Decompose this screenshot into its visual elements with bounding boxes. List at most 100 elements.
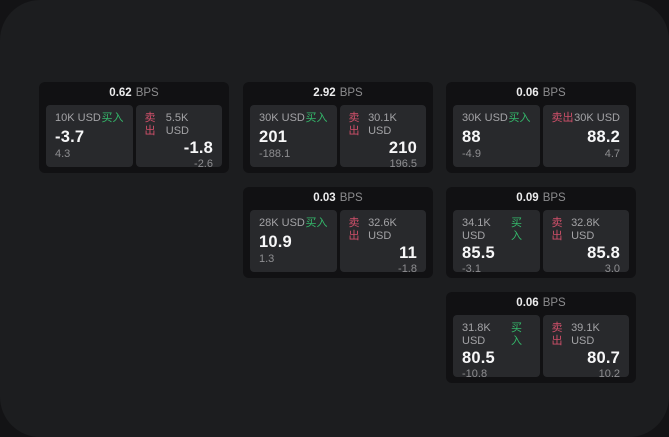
buy-action-label: 买入 <box>508 112 531 124</box>
buy-tile-top: 31.8K USD 买入 <box>462 322 531 348</box>
sell-tile[interactable]: 卖出 30.1K USD 210 196.5 <box>339 105 426 170</box>
spread-header: 0.09 BPS <box>446 187 636 210</box>
sell-tile[interactable]: 卖出 30K USD 88.2 4.7 <box>542 105 629 167</box>
sell-tile[interactable]: 卖出 5.5K USD -1.8 -2.6 <box>135 105 222 170</box>
sell-price: 88.2 <box>587 127 620 146</box>
buy-size-label: 10K USD <box>55 112 101 124</box>
buy-action-label: 买入 <box>101 112 124 124</box>
sell-size-label: 5.5K USD <box>165 112 189 137</box>
sell-price: 210 <box>388 139 417 157</box>
sell-delta: -1.8 <box>398 263 417 275</box>
bps-unit-label: BPS <box>339 87 363 99</box>
bps-unit-label: BPS <box>542 297 566 309</box>
buy-tile-top: 10K USD 买入 <box>55 112 124 125</box>
sell-tile-top: 卖出 5.5K USD <box>145 112 214 138</box>
sell-size-label: 30.1K USD <box>368 112 397 137</box>
quote-body: 28K USD 买入 10.9 1.3 卖出 32.6K USD 11 -1.8 <box>243 210 433 278</box>
buy-delta: -4.9 <box>462 148 481 160</box>
buy-delta: 1.3 <box>259 253 275 265</box>
bps-unit-label: BPS <box>542 192 566 204</box>
quote-card: 0.62 BPS 10K USD 买入 -3.7 4.3 卖出 5.5K USD… <box>39 82 229 173</box>
bps-unit-label: BPS <box>135 87 159 99</box>
buy-delta: -10.8 <box>462 368 488 380</box>
sell-action-label: 卖出 <box>551 217 563 242</box>
sell-price: 11 <box>399 244 417 262</box>
buy-size-label: 34.1K USD <box>462 217 491 242</box>
buy-tile-top: 30K USD 买入 <box>462 112 531 125</box>
sell-size-label: 32.8K USD <box>571 217 600 242</box>
sell-tile[interactable]: 卖出 39.1K USD 80.7 10.2 <box>542 315 629 380</box>
sell-tile-top: 卖出 30.1K USD <box>349 112 418 138</box>
sell-tile-top: 卖出 32.6K USD <box>349 217 418 243</box>
buy-action-label: 买入 <box>510 217 522 242</box>
sell-delta: 4.7 <box>604 148 620 160</box>
spread-header: 0.06 BPS <box>446 292 636 315</box>
sell-action-label: 卖出 <box>551 322 563 347</box>
buy-action-label: 买入 <box>305 217 328 229</box>
buy-size-label: 30K USD <box>259 112 305 124</box>
sell-price: 85.8 <box>587 244 620 262</box>
buy-size-label: 30K USD <box>462 112 508 124</box>
buy-size-label: 31.8K USD <box>462 322 491 347</box>
sell-action-label: 卖出 <box>551 112 574 124</box>
spread-value: 2.92 <box>313 87 336 99</box>
buy-delta: -188.1 <box>259 148 291 160</box>
buy-tile[interactable]: 10K USD 买入 -3.7 4.3 <box>46 105 133 167</box>
spread-value: 0.06 <box>516 297 539 309</box>
buy-price: 10.9 <box>259 232 292 251</box>
buy-price: 88 <box>462 127 481 146</box>
quote-card: 2.92 BPS 30K USD 买入 201 -188.1 卖出 30.1K … <box>243 82 433 173</box>
sell-size-label: 39.1K USD <box>571 322 600 347</box>
buy-price: 85.5 <box>462 244 495 262</box>
buy-tile[interactable]: 30K USD 买入 88 -4.9 <box>453 105 540 167</box>
sell-tile[interactable]: 卖出 32.8K USD 85.8 3.0 <box>542 210 629 275</box>
bps-unit-label: BPS <box>542 87 566 99</box>
sell-tile-top: 卖出 32.8K USD <box>552 217 621 243</box>
buy-price: 80.5 <box>462 349 495 367</box>
spread-value: 0.03 <box>313 192 336 204</box>
buy-tile[interactable]: 28K USD 买入 10.9 1.3 <box>250 210 337 272</box>
spread-header: 0.03 BPS <box>243 187 433 210</box>
spread-value: 0.62 <box>109 87 132 99</box>
quote-body: 34.1K USD 买入 85.5 -3.1 卖出 32.8K USD 85.8… <box>446 210 636 278</box>
buy-tile-top: 34.1K USD 买入 <box>462 217 531 243</box>
quote-body: 10K USD 买入 -3.7 4.3 卖出 5.5K USD -1.8 -2.… <box>39 105 229 173</box>
buy-tile[interactable]: 31.8K USD 买入 80.5 -10.8 <box>453 315 540 380</box>
quote-body: 30K USD 买入 201 -188.1 卖出 30.1K USD 210 1… <box>243 105 433 173</box>
quote-card: 0.03 BPS 28K USD 买入 10.9 1.3 卖出 32.6K US… <box>243 187 433 278</box>
sell-delta: -2.6 <box>194 158 213 170</box>
spread-header: 0.62 BPS <box>39 82 229 105</box>
quote-card: 0.06 BPS 30K USD 买入 88 -4.9 卖出 30K USD 8… <box>446 82 636 173</box>
sell-tile[interactable]: 卖出 32.6K USD 11 -1.8 <box>339 210 426 275</box>
buy-delta: 4.3 <box>55 148 71 160</box>
buy-price: -3.7 <box>55 127 85 146</box>
buy-tile[interactable]: 30K USD 买入 201 -188.1 <box>250 105 337 167</box>
spread-value: 0.06 <box>516 87 539 99</box>
buy-action-label: 买入 <box>305 112 328 124</box>
sell-tile-top: 卖出 39.1K USD <box>552 322 621 348</box>
sell-tile-top: 卖出 30K USD <box>552 112 621 125</box>
sell-price: 80.7 <box>587 349 620 367</box>
sell-delta: 10.2 <box>598 368 620 380</box>
sell-size-label: 32.6K USD <box>368 217 397 242</box>
buy-delta: -3.1 <box>462 263 481 275</box>
sell-price: -1.8 <box>183 139 213 157</box>
sell-delta: 196.5 <box>389 158 417 170</box>
buy-tile-top: 28K USD 买入 <box>259 217 328 230</box>
buy-tile[interactable]: 34.1K USD 买入 85.5 -3.1 <box>453 210 540 275</box>
buy-tile-top: 30K USD 买入 <box>259 112 328 125</box>
spread-header: 0.06 BPS <box>446 82 636 105</box>
spread-value: 0.09 <box>516 192 539 204</box>
bps-unit-label: BPS <box>339 192 363 204</box>
quote-card: 0.09 BPS 34.1K USD 买入 85.5 -3.1 卖出 32.8K… <box>446 187 636 278</box>
quote-card: 0.06 BPS 31.8K USD 买入 80.5 -10.8 卖出 39.1… <box>446 292 636 383</box>
buy-action-label: 买入 <box>510 322 522 347</box>
spread-header: 2.92 BPS <box>243 82 433 105</box>
sell-delta: 3.0 <box>604 263 620 275</box>
sell-action-label: 卖出 <box>348 112 360 137</box>
sell-size-label: 30K USD <box>574 112 620 124</box>
sell-action-label: 卖出 <box>348 217 360 242</box>
buy-size-label: 28K USD <box>259 217 305 229</box>
quote-body: 30K USD 买入 88 -4.9 卖出 30K USD 88.2 4.7 <box>446 105 636 173</box>
